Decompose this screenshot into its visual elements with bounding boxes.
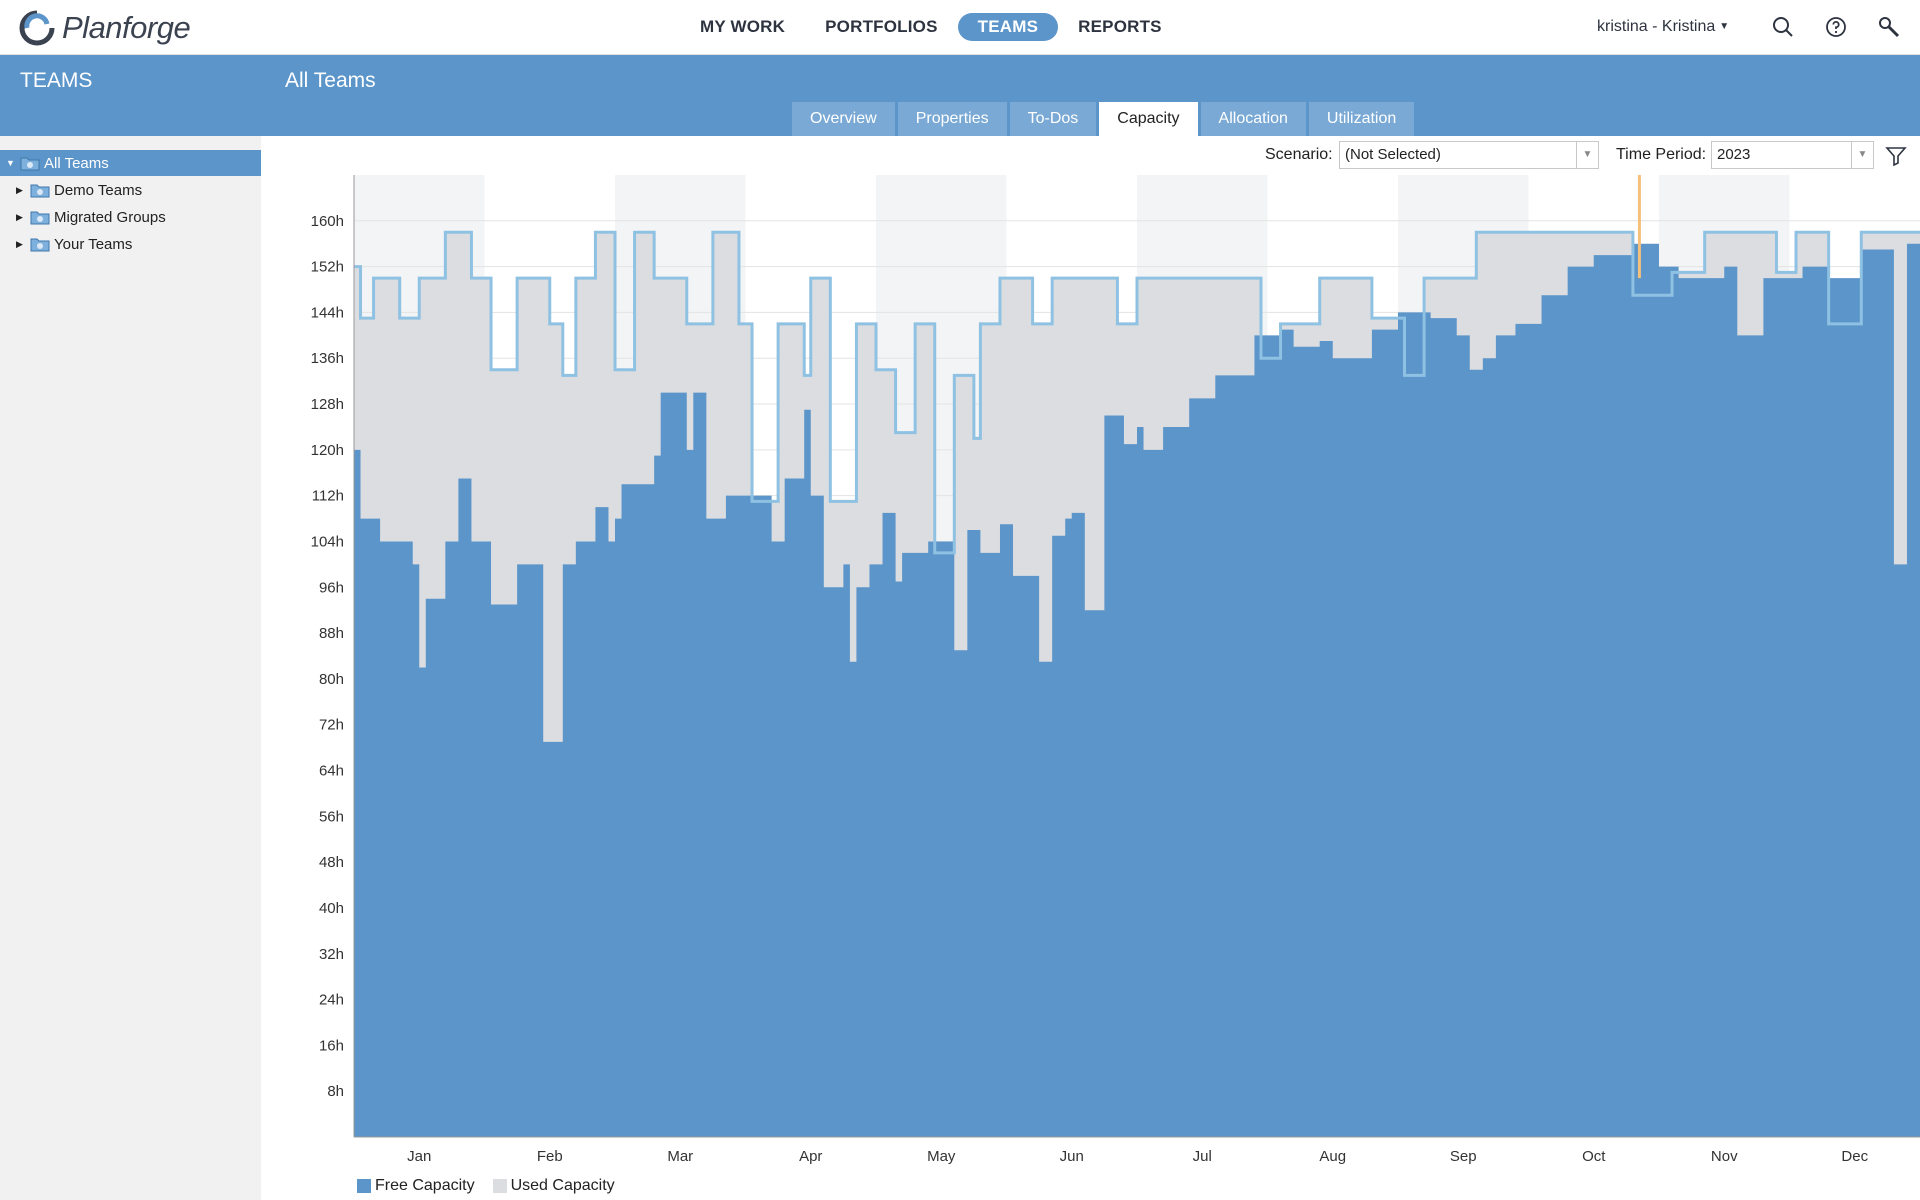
nav-my-work[interactable]: MY WORK bbox=[700, 17, 786, 36]
y-tick-label: 152h bbox=[311, 259, 344, 276]
main-nav: MY WORK PORTFOLIOS TEAMS REPORTS bbox=[680, 13, 1182, 41]
dropdown-arrow-icon[interactable]: ▼ bbox=[1576, 142, 1598, 168]
y-tick-label: 136h bbox=[311, 350, 344, 367]
y-tick-label: 40h bbox=[319, 900, 344, 917]
help-icon[interactable] bbox=[1824, 15, 1848, 39]
tab-bar: Overview Properties To-Dos Capacity Allo… bbox=[792, 102, 1415, 136]
search-icon[interactable] bbox=[1771, 15, 1795, 39]
x-tick-label: Dec bbox=[1841, 1148, 1868, 1165]
x-tick-label: Aug bbox=[1319, 1148, 1346, 1165]
tree-item-your-teams[interactable]: ▶ Your Teams bbox=[16, 231, 132, 257]
top-bar: Planforge MY WORK PORTFOLIOS TEAMS REPOR… bbox=[0, 0, 1920, 55]
total-capacity-line bbox=[354, 230, 1920, 555]
team-folder-icon bbox=[30, 211, 50, 225]
tree-item-all-teams[interactable]: ▼ All Teams bbox=[0, 150, 261, 176]
planforge-logo[interactable]: Planforge bbox=[18, 9, 191, 47]
scenario-select[interactable]: (Not Selected) ▼ bbox=[1339, 141, 1599, 169]
time-period-value: 2023 bbox=[1717, 146, 1751, 163]
tree-item-label: Your Teams bbox=[54, 235, 133, 253]
y-tick-label: 48h bbox=[319, 854, 344, 871]
sidebar-header: TEAMS bbox=[0, 55, 261, 136]
scenario-value: (Not Selected) bbox=[1345, 146, 1441, 163]
tree-item-label: All Teams bbox=[44, 154, 109, 172]
tree-item-migrated-groups[interactable]: ▶ Migrated Groups bbox=[16, 204, 166, 230]
legend-label: Free Capacity bbox=[375, 1177, 475, 1194]
expanded-arrow-icon[interactable]: ▼ bbox=[6, 158, 15, 168]
y-tick-label: 88h bbox=[319, 625, 344, 642]
time-period-select[interactable]: 2023 ▼ bbox=[1711, 141, 1874, 169]
y-tick-label: 120h bbox=[311, 442, 344, 459]
y-tick-label: 144h bbox=[311, 304, 344, 321]
x-tick-label: Feb bbox=[537, 1148, 563, 1165]
page-title: All Teams bbox=[285, 69, 376, 92]
chart-legend: Free Capacity Used Capacity bbox=[357, 1177, 633, 1195]
tab-overview[interactable]: Overview bbox=[792, 102, 895, 136]
time-period-label: Time Period: bbox=[1616, 146, 1707, 163]
y-tick-label: 96h bbox=[319, 579, 344, 596]
team-folder-icon bbox=[30, 184, 50, 198]
y-tick-label: 72h bbox=[319, 717, 344, 734]
sidebar-title: TEAMS bbox=[20, 69, 93, 92]
legend-used-capacity[interactable]: Used Capacity bbox=[492, 1177, 615, 1195]
tab-capacity[interactable]: Capacity bbox=[1099, 102, 1198, 136]
user-menu[interactable]: kristina - Kristina ▼ bbox=[1597, 18, 1729, 36]
y-tick-label: 160h bbox=[311, 213, 344, 230]
team-folder-icon bbox=[20, 157, 40, 171]
tab-properties[interactable]: Properties bbox=[897, 102, 1007, 136]
nav-teams[interactable]: TEAMS bbox=[957, 13, 1059, 41]
tab-todos[interactable]: To-Dos bbox=[1009, 102, 1097, 136]
y-tick-label: 128h bbox=[311, 396, 344, 413]
collapsed-arrow-icon[interactable]: ▶ bbox=[16, 238, 23, 249]
y-tick-label: 16h bbox=[319, 1037, 344, 1054]
dropdown-arrow-icon[interactable]: ▼ bbox=[1851, 142, 1873, 168]
tree-item-demo-teams[interactable]: ▶ Demo Teams bbox=[16, 177, 142, 203]
y-tick-label: 8h bbox=[327, 1083, 344, 1100]
y-tick-label: 112h bbox=[312, 488, 344, 505]
y-tick-label: 24h bbox=[319, 992, 344, 1009]
x-tick-label: Sep bbox=[1450, 1148, 1477, 1165]
tab-allocation[interactable]: Allocation bbox=[1200, 102, 1306, 136]
tree-item-label: Migrated Groups bbox=[54, 208, 166, 226]
x-tick-label: Jun bbox=[1060, 1148, 1084, 1165]
free-capacity-area bbox=[354, 243, 1920, 1137]
x-tick-label: Mar bbox=[667, 1148, 693, 1165]
x-tick-label: Jan bbox=[407, 1148, 431, 1165]
collapsed-arrow-icon[interactable]: ▶ bbox=[16, 184, 23, 195]
scenario-label: Scenario: bbox=[1265, 146, 1333, 163]
legend-swatch-free bbox=[357, 1179, 371, 1193]
tree-item-label: Demo Teams bbox=[54, 181, 143, 199]
x-tick-label: May bbox=[927, 1148, 956, 1165]
x-tick-label: Nov bbox=[1711, 1148, 1738, 1165]
user-name: kristina - Kristina bbox=[1597, 18, 1716, 35]
y-tick-label: 56h bbox=[319, 808, 344, 825]
team-folder-icon bbox=[30, 238, 50, 252]
y-tick-label: 32h bbox=[319, 946, 344, 963]
legend-label: Used Capacity bbox=[510, 1177, 615, 1194]
caret-down-icon: ▼ bbox=[1719, 21, 1730, 33]
tab-utilization[interactable]: Utilization bbox=[1308, 102, 1415, 136]
planforge-logo-icon bbox=[19, 10, 55, 46]
x-tick-label: Jul bbox=[1193, 1148, 1212, 1165]
x-tick-label: Oct bbox=[1582, 1148, 1606, 1165]
capacity-chart: 8h 16h 24h 32h 40h 48h 56h 64h 72h 80h 88h 96h 104h 1… bbox=[311, 175, 1920, 1165]
y-tick-label: 104h bbox=[311, 533, 344, 550]
team-tree: ▼ All Teams ▶ Demo Teams ▶ Migrated Grou… bbox=[0, 136, 261, 1200]
page-header: All Teams Overview Properties To-Dos Cap… bbox=[261, 55, 1920, 136]
filter-icon[interactable] bbox=[1884, 144, 1908, 168]
legend-swatch-used bbox=[492, 1179, 507, 1193]
app-name: Planforge bbox=[62, 10, 191, 45]
collapsed-arrow-icon[interactable]: ▶ bbox=[16, 211, 23, 222]
nav-reports[interactable]: REPORTS bbox=[1078, 17, 1162, 36]
x-tick-label: Apr bbox=[799, 1148, 822, 1165]
y-tick-label: 64h bbox=[319, 763, 344, 780]
y-tick-label: 80h bbox=[319, 671, 344, 688]
legend-free-capacity[interactable]: Free Capacity bbox=[357, 1177, 475, 1195]
wrench-icon[interactable] bbox=[1877, 15, 1901, 39]
nav-portfolios[interactable]: PORTFOLIOS bbox=[825, 17, 938, 36]
